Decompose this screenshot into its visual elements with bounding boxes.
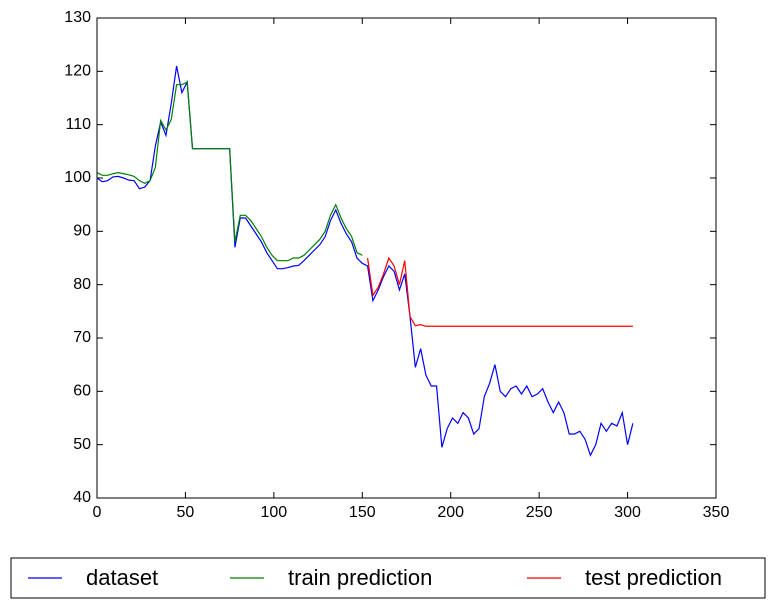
x-tick-label: 350: [703, 504, 730, 521]
y-tick-label: 60: [73, 383, 91, 400]
y-tick-label: 80: [73, 276, 91, 293]
plot-frame: [96, 17, 717, 499]
y-tick-label: 120: [64, 63, 91, 80]
series-line: [96, 65, 634, 457]
y-tick-label: 100: [64, 169, 91, 186]
y-tick-label: 40: [73, 489, 91, 506]
legend-box: [10, 557, 766, 599]
series-line: [366, 256, 633, 327]
legend-label: dataset: [86, 565, 158, 590]
y-tick-label: 90: [73, 223, 91, 240]
y-tick-label: 50: [73, 436, 91, 453]
x-tick-label: 150: [349, 504, 376, 521]
legend-label: train prediction: [288, 565, 432, 590]
y-tick-label: 110: [65, 116, 91, 133]
x-tick-label: 300: [614, 504, 641, 521]
series-line: [96, 81, 363, 262]
y-tick-label: 70: [73, 329, 91, 346]
x-tick-label: 50: [177, 504, 195, 521]
x-tick-label: 200: [437, 504, 464, 521]
y-tick-label: 130: [64, 9, 91, 26]
legend-label: test prediction: [585, 565, 722, 590]
x-tick-label: 250: [526, 504, 553, 521]
x-tick-label: 100: [261, 504, 288, 521]
x-tick-label: 0: [93, 504, 102, 521]
